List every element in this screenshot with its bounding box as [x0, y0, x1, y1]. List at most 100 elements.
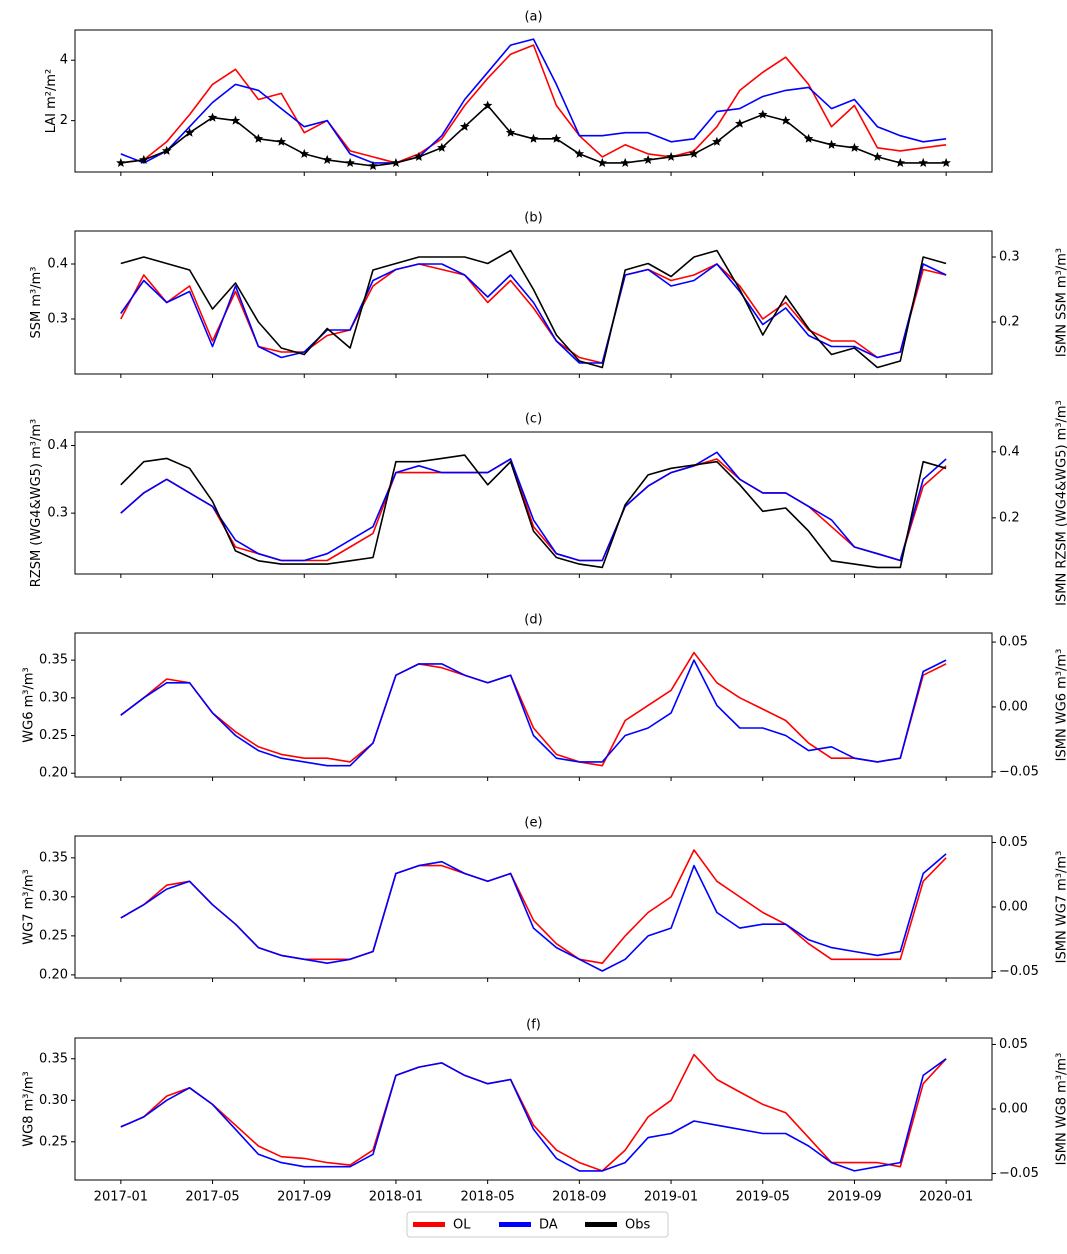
y-axis-label: WG6 m³/m³ — [22, 667, 37, 742]
plot-frame — [75, 30, 992, 172]
y-tick-label: 0.30 — [39, 690, 68, 705]
plot-frame — [75, 836, 992, 978]
y2-axis-label: ISMN SSM m³/m³ — [1055, 248, 1067, 357]
series-line — [121, 850, 946, 963]
series-marker — [873, 152, 883, 161]
y2-tick-label: −0.05 — [999, 964, 1039, 979]
y-tick-label: 0.30 — [39, 1093, 68, 1108]
y-tick-label: 0.3 — [47, 312, 68, 327]
y-axis-label: WG7 m³/m³ — [22, 869, 37, 944]
panel-title: (a) — [524, 10, 542, 25]
legend-label: DA — [539, 1218, 558, 1233]
y2-tick-label: 0.00 — [999, 699, 1028, 714]
series-marker — [575, 149, 585, 158]
series-line — [121, 1055, 946, 1171]
series-marker — [896, 158, 906, 167]
y-axis-label: WG8 m³/m³ — [22, 1071, 37, 1146]
series-marker — [850, 143, 860, 152]
y2-tick-label: 0.05 — [999, 635, 1028, 650]
y-tick-label: 0.25 — [39, 928, 68, 943]
x-tick-label: 2017-05 — [185, 1190, 239, 1205]
panel-title: (c) — [525, 412, 542, 427]
y2-tick-label: 0.05 — [999, 1037, 1028, 1052]
panel-title: (f) — [526, 1018, 541, 1033]
series-line — [121, 660, 946, 766]
plot-frame — [75, 1038, 992, 1180]
y-tick-label: 0.3 — [47, 506, 68, 521]
y2-tick-label: 0.00 — [999, 1102, 1028, 1117]
y2-axis-label: ISMN WG8 m³/m³ — [1055, 1053, 1067, 1166]
y-tick-label: 0.35 — [39, 850, 68, 865]
y-tick-label: 0.35 — [39, 653, 68, 668]
panel-title: (d) — [524, 613, 542, 628]
y2-axis-label: ISMN RZSM (WG4&WG5) m³/m³ — [1055, 400, 1067, 606]
y-tick-label: 2 — [60, 113, 68, 128]
legend: OL DA Obs — [407, 1212, 668, 1237]
series-marker — [345, 158, 355, 167]
panel-title: (b) — [524, 211, 542, 226]
x-tick-label: 2018-01 — [369, 1190, 423, 1205]
y2-tick-label: 0.00 — [999, 900, 1028, 915]
x-tick-label: 2019-01 — [644, 1190, 698, 1205]
y-axis-label: SSM m³/m³ — [29, 267, 44, 339]
y-tick-label: 0.25 — [39, 728, 68, 743]
series-marker — [598, 158, 608, 167]
series-marker — [689, 149, 699, 158]
x-tick-label: 2019-05 — [736, 1190, 790, 1205]
x-tick-label: 2018-05 — [460, 1190, 514, 1205]
y2-axis-label: ISMN WG7 m³/m³ — [1055, 851, 1067, 964]
x-tick-label: 2017-01 — [94, 1190, 148, 1205]
series-marker — [322, 155, 332, 164]
y2-tick-label: 0.4 — [999, 444, 1020, 459]
y-tick-label: 0.25 — [39, 1134, 68, 1149]
y-tick-label: 0.4 — [47, 438, 68, 453]
y-tick-label: 4 — [60, 53, 68, 68]
panel-title: (e) — [524, 816, 542, 831]
series-line — [121, 455, 946, 567]
series-marker — [391, 158, 401, 167]
series-line — [121, 45, 946, 163]
y2-axis-label: ISMN WG6 m³/m³ — [1055, 649, 1067, 762]
y-tick-label: 0.20 — [39, 766, 68, 781]
y2-tick-label: −0.05 — [999, 764, 1039, 779]
x-tick-label: 2019-09 — [827, 1190, 881, 1205]
y2-tick-label: 0.2 — [999, 315, 1020, 330]
legend-label: OL — [453, 1218, 471, 1233]
series-line — [121, 39, 946, 163]
y-axis-label: LAI m²/m² — [44, 69, 59, 134]
y-tick-label: 0.4 — [47, 257, 68, 272]
series-marker — [300, 149, 310, 158]
series-line — [121, 264, 946, 363]
series-line — [121, 452, 946, 560]
series-marker — [827, 140, 837, 149]
y2-tick-label: 0.3 — [999, 250, 1020, 265]
legend-label: Obs — [625, 1218, 650, 1233]
y2-tick-label: 0.05 — [999, 835, 1028, 850]
y-tick-label: 0.20 — [39, 967, 68, 982]
series-marker — [116, 158, 126, 167]
x-tick-label: 2017-09 — [277, 1190, 331, 1205]
series-marker — [919, 158, 929, 167]
series-marker — [941, 158, 951, 167]
x-tick-label: 2020-01 — [919, 1190, 973, 1205]
y2-tick-label: −0.05 — [999, 1166, 1039, 1181]
series-line — [121, 1059, 946, 1171]
y2-tick-label: 0.2 — [999, 510, 1020, 525]
y-axis-label: RZSM (WG4&WG5) m³/m³ — [29, 419, 44, 587]
series-marker — [643, 155, 653, 164]
series-marker — [666, 152, 676, 161]
x-tick-label: 2018-09 — [552, 1190, 606, 1205]
y-tick-label: 0.35 — [39, 1051, 68, 1066]
series-marker — [758, 110, 768, 119]
series-marker — [620, 158, 630, 167]
series-marker — [529, 134, 539, 143]
y-tick-label: 0.30 — [39, 889, 68, 904]
plot-frame — [75, 633, 992, 777]
